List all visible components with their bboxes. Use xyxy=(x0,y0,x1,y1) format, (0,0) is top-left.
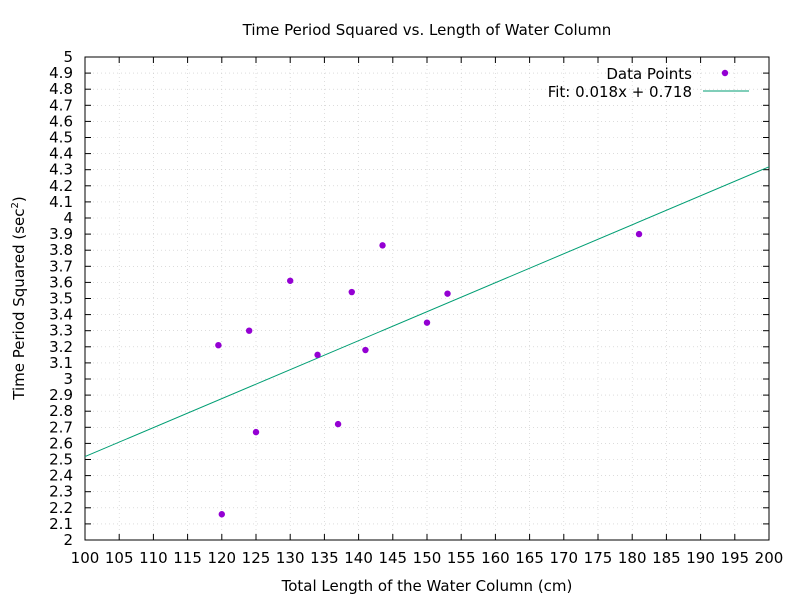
data-point xyxy=(314,351,321,359)
legend: Data Points Fit: 0.018x + 0.718 xyxy=(548,65,749,101)
x-tick-label: 110 xyxy=(139,549,168,567)
y-tick-label: 2.9 xyxy=(49,386,73,404)
y-tick-label: 3.4 xyxy=(49,306,73,324)
x-tick-label: 190 xyxy=(686,549,715,567)
y-tick-label: 4.3 xyxy=(49,161,73,179)
x-tick-label: 155 xyxy=(447,549,476,567)
data-point xyxy=(444,290,451,297)
y-tick-label: 4.5 xyxy=(49,129,73,147)
y-tick-label: 4.1 xyxy=(49,193,73,211)
y-tick-label: 4.7 xyxy=(49,96,73,114)
fit-line xyxy=(84,166,770,458)
y-tick-label: 2 xyxy=(63,531,73,549)
x-tick-label: 130 xyxy=(276,549,305,567)
x-tick-label: 100 xyxy=(71,549,100,567)
x-tick-label: 200 xyxy=(755,549,784,567)
x-tick-label: 140 xyxy=(344,549,373,567)
y-tick-label: 2.6 xyxy=(49,434,73,452)
grid-lines xyxy=(85,57,769,540)
x-tick-label: 195 xyxy=(720,549,749,567)
y-axis-label-superscript: 2 xyxy=(10,202,21,208)
x-tick-label: 115 xyxy=(173,549,202,567)
axis-ticks: 100 105 110 115 120 125 130 135 140 145 150 155 160 1… xyxy=(49,48,783,567)
y-tick-label: 2.4 xyxy=(49,467,73,485)
data-point xyxy=(215,341,222,349)
x-tick-label: 185 xyxy=(652,549,681,567)
fit-line-layer xyxy=(84,166,770,458)
x-tick-label: 160 xyxy=(481,549,510,567)
data-point xyxy=(287,277,294,284)
x-tick-label: 120 xyxy=(207,549,236,567)
y-tick-label: 2.7 xyxy=(49,418,73,436)
x-axis-label: Total Length of the Water Column (cm) xyxy=(281,577,573,595)
y-axis-label-text: Time Period Squared (sec xyxy=(10,208,28,400)
y-tick-label: 2.3 xyxy=(49,483,73,501)
y-tick-label: 4.6 xyxy=(49,112,73,130)
data-points-layer xyxy=(215,230,643,518)
x-tick-label: 150 xyxy=(413,549,442,567)
y-tick-label: 4.8 xyxy=(49,80,73,98)
data-point xyxy=(379,242,386,249)
y-tick-label: 4 xyxy=(63,209,73,227)
legend-marker-data-points xyxy=(721,69,729,77)
data-point xyxy=(334,420,342,428)
data-point xyxy=(218,511,225,518)
x-tick-label: 125 xyxy=(242,549,271,567)
data-point xyxy=(245,327,253,334)
y-tick-label: 4.9 xyxy=(49,64,73,82)
y-tick-label: 3.5 xyxy=(49,290,73,308)
legend-label-fit: Fit: 0.018x + 0.718 xyxy=(548,83,692,101)
y-tick-label: 4.2 xyxy=(49,177,73,195)
y-tick-label: 3.3 xyxy=(49,322,73,340)
data-point xyxy=(362,346,369,354)
y-tick-label: 2.2 xyxy=(49,499,73,517)
x-tick-label: 135 xyxy=(310,549,339,567)
data-point xyxy=(635,230,643,238)
x-tick-label: 170 xyxy=(549,549,578,567)
x-tick-label: 145 xyxy=(378,549,407,567)
y-tick-label: 3.6 xyxy=(49,273,73,291)
x-tick-label: 105 xyxy=(105,549,134,567)
y-axis-label: Time Period Squared (sec2) xyxy=(10,196,28,401)
y-tick-label: 2.1 xyxy=(49,515,73,533)
x-tick-label: 180 xyxy=(618,549,647,567)
data-point xyxy=(348,288,355,296)
x-tick-label: 175 xyxy=(584,549,613,567)
x-tick-label: 165 xyxy=(515,549,544,567)
data-point xyxy=(423,319,431,326)
y-tick-label: 3 xyxy=(63,370,73,388)
y-axis-label-close: ) xyxy=(10,196,28,202)
legend-label-data-points: Data Points xyxy=(606,65,692,83)
y-tick-label: 2.8 xyxy=(49,402,73,420)
y-tick-label: 4.4 xyxy=(49,145,73,163)
y-tick-label: 3.8 xyxy=(49,241,73,259)
y-tick-label: 5 xyxy=(63,48,73,66)
y-tick-label: 3.7 xyxy=(49,257,73,275)
y-tick-label: 3.2 xyxy=(49,338,73,356)
y-tick-label: 3.9 xyxy=(49,225,73,243)
y-tick-label: 3.1 xyxy=(49,354,73,372)
data-point xyxy=(252,428,260,436)
chart-title: Time Period Squared vs. Length of Water … xyxy=(242,21,612,39)
y-tick-label: 2.5 xyxy=(49,451,73,469)
